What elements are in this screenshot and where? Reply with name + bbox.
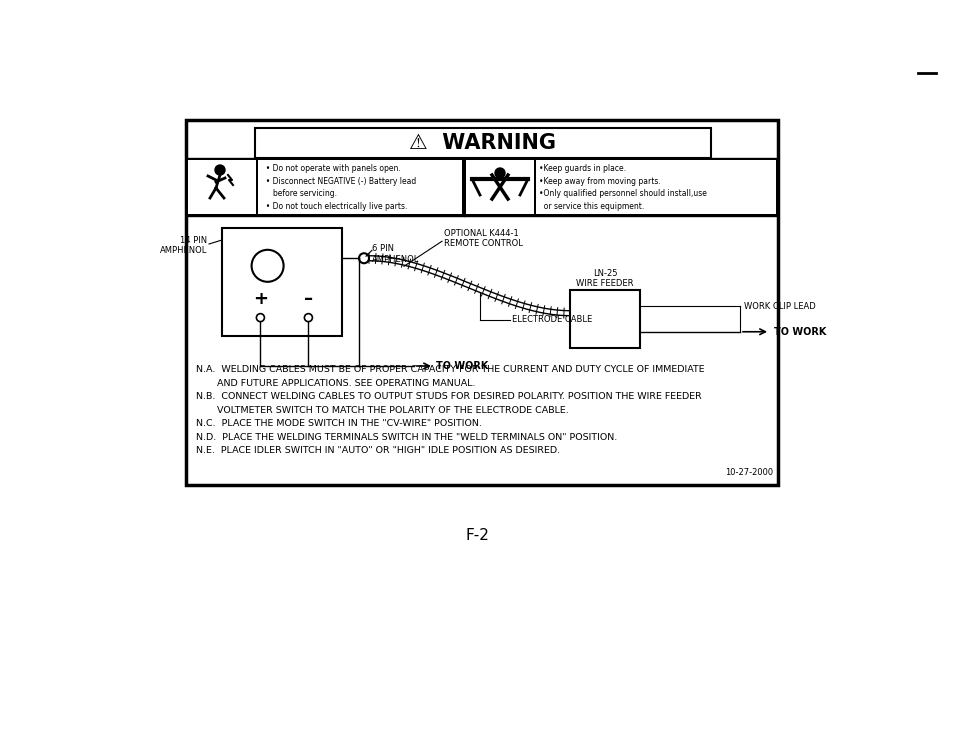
Text: N.A.  WELDING CABLES MUST BE OF PROPER CAPACITY FOR THE CURRENT AND DUTY CYCLE O: N.A. WELDING CABLES MUST BE OF PROPER CA… bbox=[195, 365, 704, 374]
Text: LN-25
WIRE FEEDER: LN-25 WIRE FEEDER bbox=[576, 269, 633, 288]
Text: AND FUTURE APPLICATIONS. SEE OPERATING MANUAL.: AND FUTURE APPLICATIONS. SEE OPERATING M… bbox=[195, 378, 475, 387]
Text: N.B.  CONNECT WELDING CABLES TO OUTPUT STUDS FOR DESIRED POLARITY. POSITION THE : N.B. CONNECT WELDING CABLES TO OUTPUT ST… bbox=[195, 392, 701, 401]
Text: F-2: F-2 bbox=[464, 528, 489, 542]
Text: WORK CLIP LEAD: WORK CLIP LEAD bbox=[743, 302, 815, 311]
Text: •Keep guards in place.
•Keep away from moving parts.
•Only qualified personnel s: •Keep guards in place. •Keep away from m… bbox=[538, 164, 706, 211]
Text: 6 PIN
AMPHENOL: 6 PIN AMPHENOL bbox=[372, 244, 419, 263]
Text: VOLTMETER SWITCH TO MATCH THE POLARITY OF THE ELECTRODE CABLE.: VOLTMETER SWITCH TO MATCH THE POLARITY O… bbox=[195, 405, 568, 415]
Text: • Do not operate with panels open.
  • Disconnect NEGATIVE (-) Battery lead
    : • Do not operate with panels open. • Dis… bbox=[261, 164, 416, 211]
Bar bbox=[186, 158, 778, 216]
Text: N.E.  PLACE IDLER SWITCH IN "AUTO" OR "HIGH" IDLE POSITION AS DESIRED.: N.E. PLACE IDLER SWITCH IN "AUTO" OR "HI… bbox=[195, 446, 559, 455]
Text: TO WORK: TO WORK bbox=[773, 326, 825, 337]
Text: TO WORK: TO WORK bbox=[436, 361, 488, 371]
Bar bbox=[536, 160, 775, 214]
Text: OPTIONAL K444-1
REMOTE CONTROL: OPTIONAL K444-1 REMOTE CONTROL bbox=[443, 229, 522, 248]
Bar bbox=[188, 160, 255, 214]
Text: N.C.  PLACE THE MODE SWITCH IN THE "CV-WIRE" POSITION.: N.C. PLACE THE MODE SWITCH IN THE "CV-WI… bbox=[195, 419, 481, 428]
Text: –: – bbox=[303, 290, 313, 308]
Bar bbox=[465, 160, 534, 214]
Bar bbox=[569, 290, 639, 348]
Text: 14 PIN
AMPHENOL: 14 PIN AMPHENOL bbox=[159, 236, 207, 255]
Bar bbox=[222, 228, 341, 336]
Text: +: + bbox=[253, 290, 268, 308]
Bar bbox=[254, 128, 710, 158]
Text: 10-27-2000: 10-27-2000 bbox=[724, 468, 772, 477]
Bar bbox=[257, 160, 461, 214]
Circle shape bbox=[495, 168, 504, 178]
Bar bbox=[186, 120, 778, 485]
Text: ELECTRODE CABLE: ELECTRODE CABLE bbox=[511, 315, 591, 324]
Text: N.D.  PLACE THE WELDING TERMINALS SWITCH IN THE "WELD TERMINALS ON" POSITION.: N.D. PLACE THE WELDING TERMINALS SWITCH … bbox=[195, 433, 617, 441]
Text: ⚠  WARNING: ⚠ WARNING bbox=[409, 133, 556, 153]
Circle shape bbox=[214, 165, 225, 175]
